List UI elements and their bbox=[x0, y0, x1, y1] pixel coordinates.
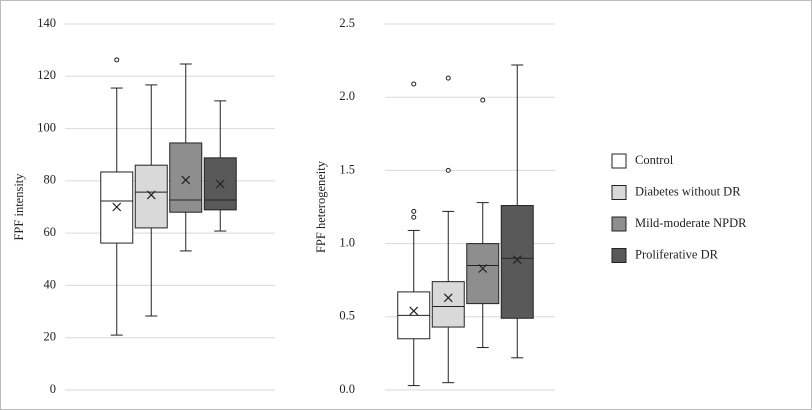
y-tick-label: 1.5 bbox=[339, 162, 355, 176]
mean-marker bbox=[215, 179, 225, 189]
y-axis-label: FPF heterogeneity bbox=[314, 160, 328, 253]
y-tick-label: 2.0 bbox=[339, 89, 355, 103]
y-tick-label: 1.0 bbox=[339, 235, 355, 249]
y-tick-label: 20 bbox=[44, 330, 57, 344]
outlier bbox=[445, 167, 451, 173]
mean-marker bbox=[146, 190, 156, 200]
box bbox=[431, 281, 465, 328]
legend-swatch bbox=[611, 153, 627, 169]
y-tick-label: 0.0 bbox=[339, 382, 355, 396]
box bbox=[500, 205, 534, 319]
mean-marker bbox=[181, 175, 191, 185]
outlier bbox=[114, 57, 120, 63]
legend-label: Proliferative DR bbox=[635, 247, 719, 261]
mean-marker bbox=[512, 255, 522, 265]
legend-swatch bbox=[611, 248, 627, 263]
y-tick-label: 2.5 bbox=[339, 16, 355, 30]
y-tick-label: 0 bbox=[50, 382, 56, 396]
legend-swatch bbox=[611, 216, 627, 232]
mean-marker bbox=[478, 264, 488, 273]
mean-marker bbox=[443, 293, 453, 303]
legend-label: Mild-moderate NPDR bbox=[635, 216, 747, 230]
y-tick-label: 80 bbox=[44, 173, 57, 187]
outlier bbox=[480, 97, 486, 103]
outlier bbox=[411, 81, 417, 87]
legend-swatch bbox=[611, 185, 627, 200]
mean-marker bbox=[112, 202, 122, 212]
y-tick-label: 140 bbox=[37, 16, 56, 30]
mean-marker bbox=[409, 306, 419, 316]
outlier bbox=[411, 214, 417, 220]
box bbox=[466, 243, 500, 305]
legend-label: Diabetes without DR bbox=[635, 184, 741, 198]
y-tick-label: 100 bbox=[37, 120, 56, 134]
y-tick-label: 40 bbox=[44, 277, 57, 291]
legend-label: Control bbox=[635, 153, 674, 167]
y-tick-label: 60 bbox=[44, 225, 57, 239]
box bbox=[169, 142, 203, 213]
outlier bbox=[445, 75, 451, 81]
y-tick-label: 120 bbox=[37, 68, 56, 82]
box bbox=[134, 164, 168, 229]
y-axis-label: FPF intensity bbox=[12, 173, 26, 241]
y-tick-label: 0.5 bbox=[339, 309, 355, 323]
outlier bbox=[411, 208, 417, 214]
